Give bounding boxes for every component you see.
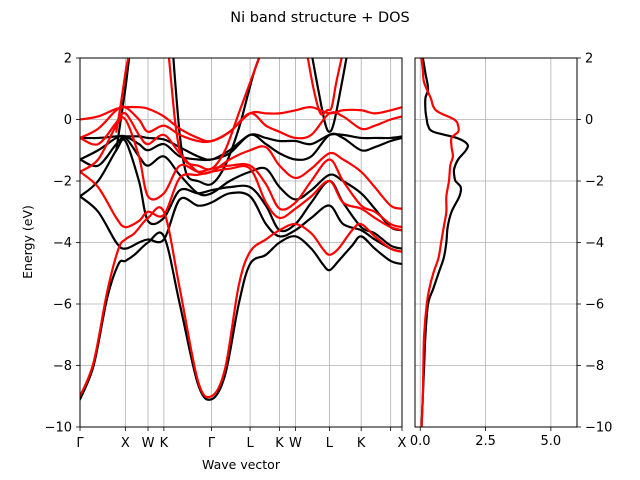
y-tick-label: −2 [53, 175, 72, 190]
band-line [80, 191, 402, 253]
dos-y-tick-label: −10 [585, 421, 612, 436]
dos-y-tick-label: 2 [585, 52, 593, 67]
band-line [311, 58, 348, 133]
band-line [80, 111, 402, 210]
band-line [172, 58, 261, 186]
y-axis-label: Energy (eV) [20, 205, 35, 279]
y-tick-label: −10 [45, 421, 72, 436]
band-line [80, 116, 402, 229]
dos-x-tick-label: 5.0 [541, 434, 562, 449]
band-line [80, 231, 402, 401]
dos-x-tick-label: 2.5 [475, 434, 496, 449]
dos-y-tick-label: −6 [585, 298, 604, 313]
band-line [80, 164, 402, 232]
dos-x-tick-label: 0.0 [410, 434, 431, 449]
k-point-label: L [326, 436, 334, 451]
band-line [115, 58, 131, 152]
dos-y-tick-label: 0 [585, 113, 593, 128]
dos-panel: −10 −8 −6 −4 −2 0 2 0.0 2.5 5.0 [410, 52, 613, 450]
dos-x-ticks: 0.0 2.5 5.0 [410, 427, 561, 449]
k-point-label: X [121, 436, 130, 451]
dos-line [420, 58, 460, 427]
y-tick-label: 2 [64, 52, 72, 67]
band-lines [80, 58, 402, 401]
dos-y-tick-label: −2 [585, 175, 604, 190]
k-point-label: W [289, 436, 302, 451]
k-point-label: K [357, 436, 366, 451]
k-point-label: L [246, 436, 254, 451]
dos-lines [420, 58, 470, 427]
band-line [167, 58, 261, 171]
band-y-ticks: −10 −8 −6 −4 −2 0 2 [45, 52, 80, 436]
band-line [80, 105, 402, 143]
y-tick-label: 0 [64, 113, 72, 128]
dos-y-tick-label: −4 [585, 236, 604, 251]
band-line [115, 58, 130, 133]
y-tick-label: −4 [53, 236, 72, 251]
k-point-label: W [142, 436, 155, 451]
dos-y-tick-label: −8 [585, 359, 604, 374]
k-point-label: K [275, 436, 284, 451]
band-line [306, 58, 343, 116]
y-tick-label: −6 [53, 298, 72, 313]
y-tick-label: −8 [53, 359, 72, 374]
band-line [80, 206, 402, 399]
band-line [80, 138, 402, 250]
x-axis-label: Wave vector [202, 457, 281, 472]
dos-line [420, 58, 470, 427]
k-point-label: Γ [76, 436, 84, 451]
k-point-label: Γ [208, 436, 216, 451]
dos-y-ticks: −10 −8 −6 −4 −2 0 2 [577, 52, 612, 436]
chart-title: Ni band structure + DOS [230, 10, 410, 26]
k-point-label: K [160, 436, 169, 451]
k-point-label: X [398, 436, 407, 451]
band-line [80, 136, 402, 232]
